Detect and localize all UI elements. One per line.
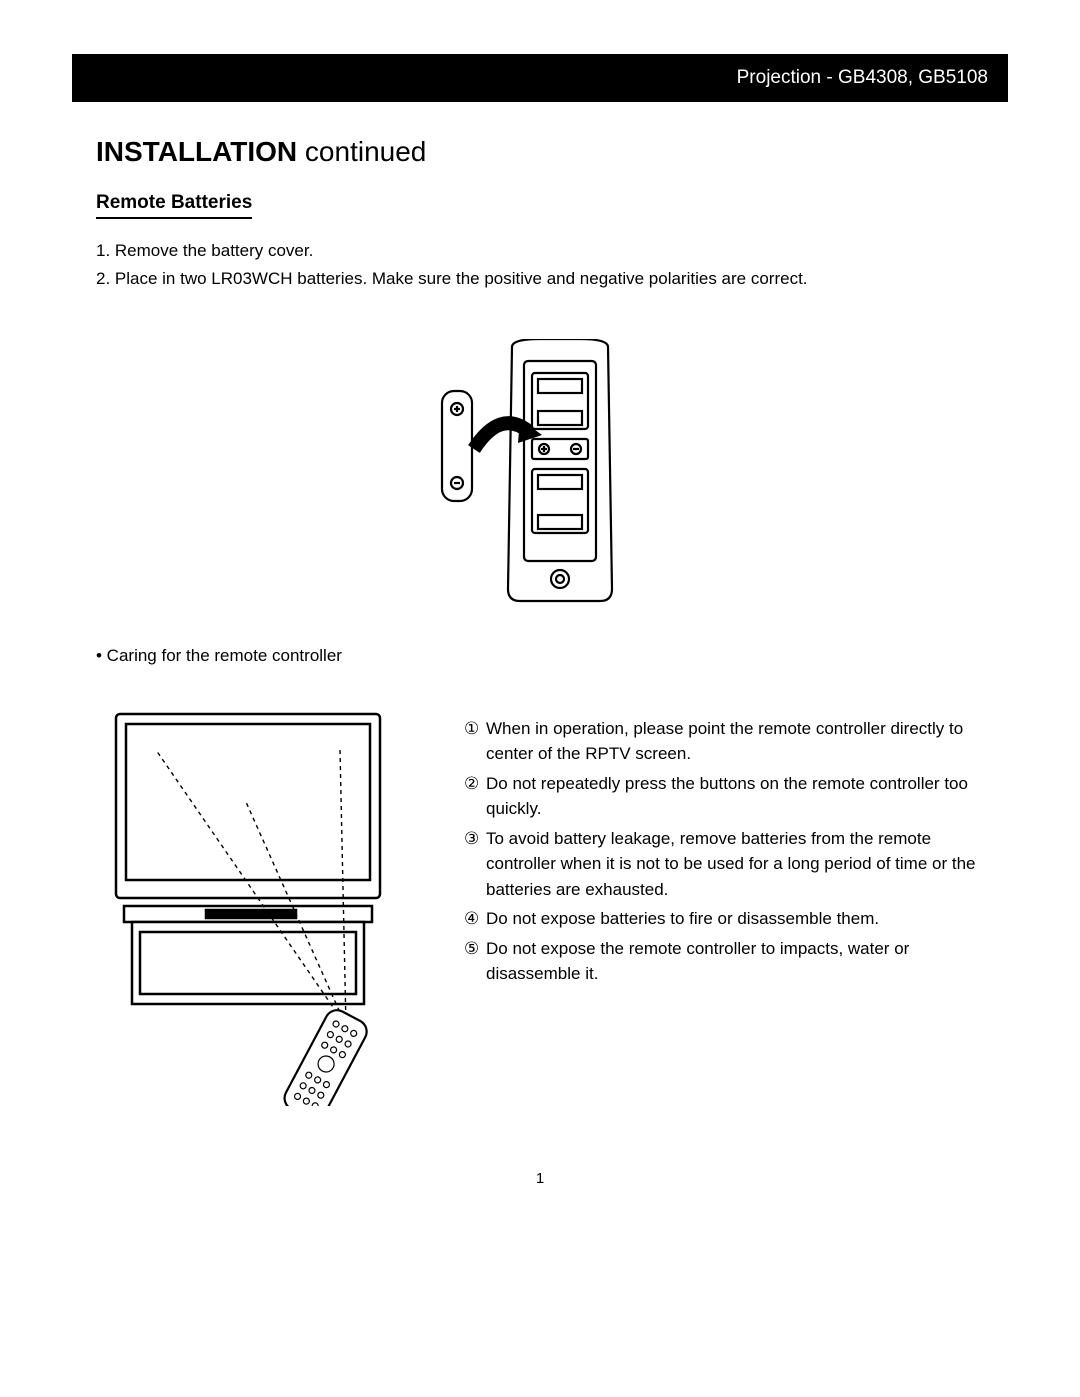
tip-5-num: ⑤ bbox=[464, 936, 486, 987]
tv-remote-figure bbox=[96, 706, 436, 1111]
step-2: 2. Place in two LR03WCH batteries. Make … bbox=[96, 267, 984, 291]
remote-back-illustration bbox=[420, 339, 660, 609]
section-title-rest: continued bbox=[297, 136, 426, 167]
tip-3: ③ To avoid battery leakage, remove batte… bbox=[464, 826, 984, 903]
remote-back-figure bbox=[96, 339, 984, 614]
tv-remote-illustration bbox=[96, 706, 436, 1106]
tip-2-num: ② bbox=[464, 771, 486, 822]
caring-bullet: • Caring for the remote controller bbox=[96, 646, 984, 666]
tip-1: ① When in operation, please point the re… bbox=[464, 716, 984, 767]
step-1: 1. Remove the battery cover. bbox=[96, 239, 984, 263]
lower-row: ① When in operation, please point the re… bbox=[96, 706, 984, 1111]
tip-5: ⑤ Do not expose the remote controller to… bbox=[464, 936, 984, 987]
section-title: INSTALLATION continued bbox=[96, 136, 984, 168]
tip-4: ④ Do not expose batteries to fire or dis… bbox=[464, 906, 984, 932]
header-bar: Projection - GB4308, GB5108 bbox=[72, 54, 1008, 102]
subheading-wrap: Remote Batteries bbox=[96, 192, 984, 239]
section-title-bold: INSTALLATION bbox=[96, 136, 297, 167]
tip-2: ② Do not repeatedly press the buttons on… bbox=[464, 771, 984, 822]
page-content: INSTALLATION continued Remote Batteries … bbox=[96, 136, 984, 1111]
tip-2-text: Do not repeatedly press the buttons on t… bbox=[486, 771, 984, 822]
page-number: 1 bbox=[0, 1170, 1080, 1187]
subheading: Remote Batteries bbox=[96, 192, 252, 219]
tip-3-text: To avoid battery leakage, remove batteri… bbox=[486, 826, 984, 903]
install-steps: 1. Remove the battery cover. 2. Place in… bbox=[96, 239, 984, 291]
tip-4-num: ④ bbox=[464, 906, 486, 932]
tip-1-num: ① bbox=[464, 716, 486, 767]
header-text: Projection - GB4308, GB5108 bbox=[737, 67, 988, 89]
tip-3-num: ③ bbox=[464, 826, 486, 903]
tip-5-text: Do not expose the remote controller to i… bbox=[486, 936, 984, 987]
tip-4-text: Do not expose batteries to fire or disas… bbox=[486, 906, 984, 932]
care-tips: ① When in operation, please point the re… bbox=[464, 706, 984, 991]
tip-1-text: When in operation, please point the remo… bbox=[486, 716, 984, 767]
